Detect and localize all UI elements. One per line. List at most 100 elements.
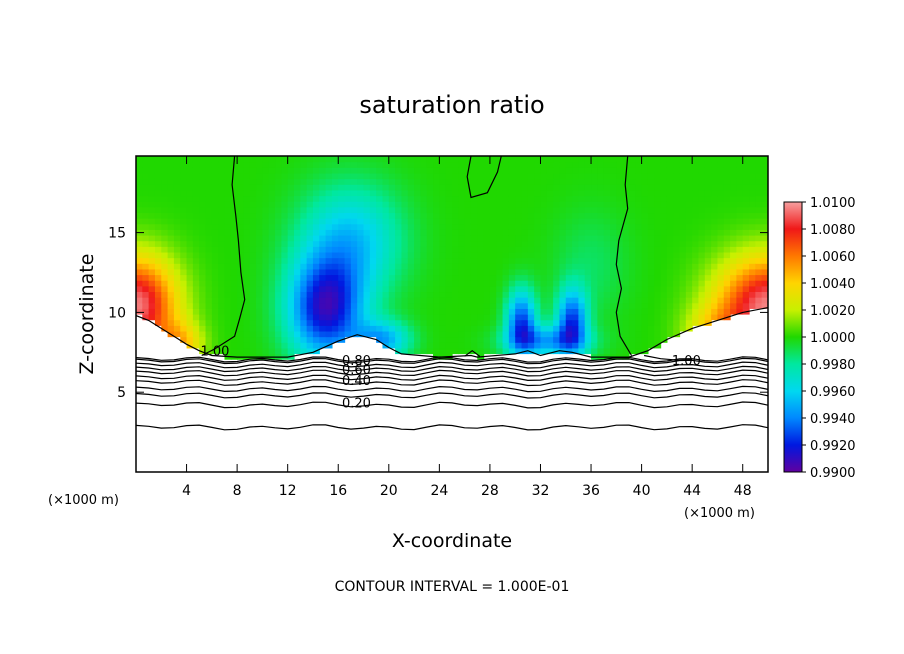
heatmap-cell (395, 251, 403, 259)
contour-1-00-left (201, 156, 246, 357)
heatmap-cell (154, 201, 162, 208)
heatmap-cell (534, 201, 542, 208)
heatmap-cell (161, 291, 169, 298)
heatmap-cell (300, 251, 308, 259)
heatmap-cell (666, 206, 674, 214)
heatmap-cell (477, 291, 485, 298)
heatmap-cell (161, 195, 169, 202)
heatmap-cell (578, 302, 586, 309)
heatmap-cell (173, 314, 181, 321)
heatmap-cell (376, 184, 384, 191)
heatmap-cell (287, 178, 295, 185)
heatmap-cell (508, 319, 516, 326)
heatmap-cell (199, 161, 207, 168)
heatmap-cell (148, 257, 156, 264)
heatmap-cell (173, 319, 181, 326)
heatmap-cell (679, 178, 687, 185)
heatmap-cell (186, 285, 194, 293)
heatmap-cell (445, 206, 453, 214)
heatmap-cell (483, 336, 491, 343)
heatmap-cell (224, 268, 232, 276)
heatmap-cell (540, 206, 548, 214)
heatmap-cell (344, 172, 352, 180)
heatmap-cell (483, 280, 491, 287)
heatmap-cell (420, 246, 428, 253)
heatmap-cell (420, 184, 428, 191)
heatmap-cell (654, 212, 662, 219)
heatmap-cell (338, 268, 346, 276)
heatmap-cell (331, 229, 339, 236)
heatmap-cell (508, 201, 516, 208)
heatmap-cell (344, 325, 352, 332)
heatmap-cell (376, 325, 384, 332)
heatmap-cell (502, 229, 510, 236)
heatmap-cell (679, 319, 687, 326)
heatmap-cell (597, 314, 605, 321)
heatmap-cell (723, 263, 731, 270)
heatmap-cell (572, 189, 579, 197)
heatmap-cell (192, 195, 200, 202)
heatmap-cell (452, 223, 459, 230)
heatmap-cell (249, 263, 257, 270)
heatmap-cell (546, 319, 554, 326)
heatmap-cell (610, 223, 617, 230)
heatmap-cell (515, 172, 523, 180)
heatmap-cell (603, 178, 611, 185)
heatmap-cell (761, 212, 768, 219)
heatmap-cell (489, 246, 497, 253)
heatmap-cell (452, 274, 459, 281)
heatmap-cell (205, 246, 213, 253)
heatmap-cell (610, 302, 617, 309)
heatmap-cell (591, 212, 598, 219)
heatmap-cell (249, 325, 257, 332)
heatmap-cell (685, 319, 693, 326)
heatmap-cell (736, 178, 744, 185)
heatmap-cell (230, 189, 238, 197)
heatmap-cell (489, 161, 497, 168)
heatmap-cell (591, 274, 598, 281)
heatmap-cell (312, 178, 320, 185)
heatmap-cell (268, 330, 276, 338)
heatmap-cell (325, 263, 333, 270)
y-tick-label: 5 (117, 385, 126, 401)
heatmap-cell (521, 263, 529, 270)
heatmap-cell (584, 325, 592, 332)
heatmap-cell (755, 268, 763, 276)
heatmap-cell (407, 314, 415, 321)
heatmap-cell (546, 167, 554, 174)
heatmap-cell (483, 240, 491, 247)
heatmap-cell (262, 218, 270, 225)
heatmap-cell (338, 195, 346, 202)
heatmap-cell (414, 285, 421, 293)
heatmap-cell (388, 223, 396, 230)
heatmap-cell (230, 257, 238, 264)
heatmap-cell (470, 246, 478, 253)
heatmap-cell (154, 189, 162, 197)
heatmap-cell (445, 297, 453, 304)
heatmap-cell (376, 201, 384, 208)
heatmap-cell (527, 308, 535, 315)
heatmap-cell (275, 212, 282, 219)
heatmap-cell (433, 212, 440, 219)
heatmap-cell (433, 189, 440, 197)
heatmap-cell (698, 302, 706, 309)
heatmap-cell (319, 240, 327, 247)
heatmap-cell (433, 319, 440, 326)
heatmap-cell (192, 297, 200, 304)
heatmap-cell (382, 167, 390, 174)
heatmap-cell (704, 285, 712, 293)
heatmap-cell (711, 240, 719, 247)
heatmap-cell (142, 268, 150, 276)
heatmap-cell (211, 167, 219, 174)
heatmap-cell (154, 223, 162, 230)
heatmap-cell (192, 330, 200, 338)
heatmap-cell (388, 257, 396, 264)
heatmap-cell (470, 314, 478, 321)
heatmap-cell (717, 308, 725, 315)
heatmap-cell (369, 291, 377, 298)
heatmap-cell (306, 268, 314, 276)
heatmap-cell (628, 257, 636, 264)
heatmap-cell (433, 291, 440, 298)
heatmap-cell (230, 184, 238, 191)
